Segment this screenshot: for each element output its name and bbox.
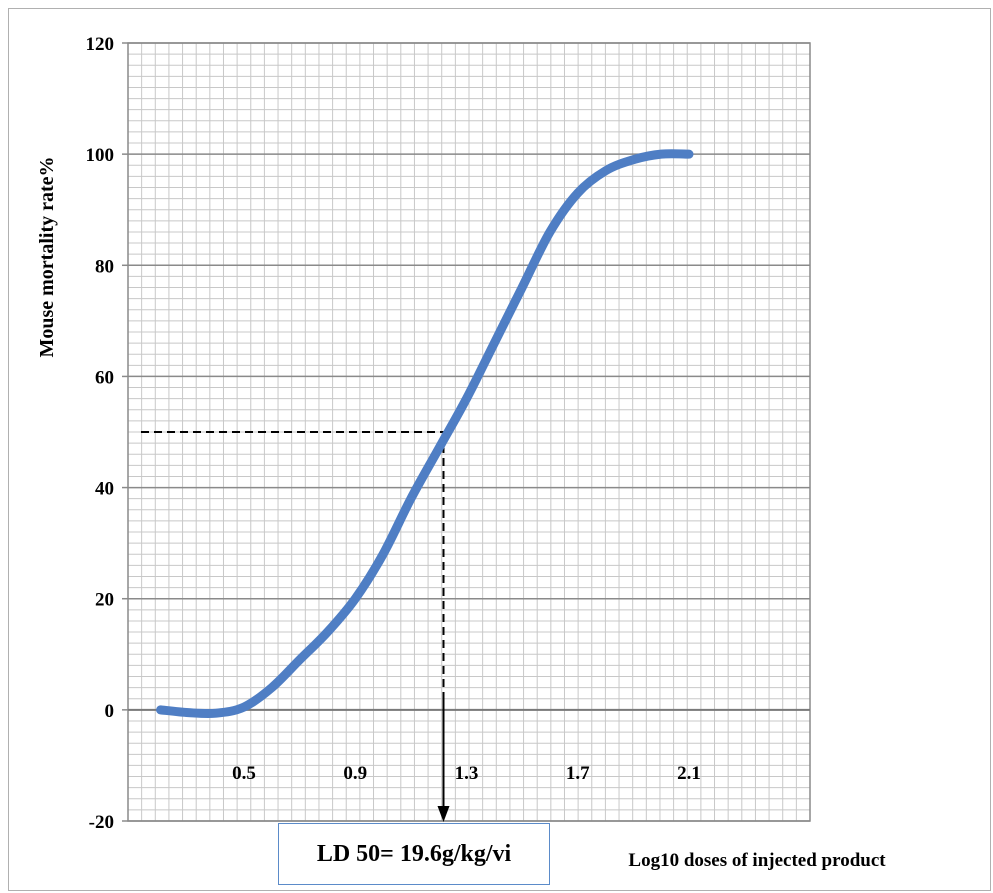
y-tick-label: 40 (95, 479, 114, 500)
x-tick-label: 1.7 (566, 763, 590, 784)
series-line (156, 149, 694, 719)
minor-grid (127, 42, 811, 822)
x-tick-label: 1.3 (455, 763, 479, 784)
plot-area-border (127, 42, 811, 822)
ld50-annotation-box: LD 50= 19.6g/kg/vi (278, 823, 550, 885)
y-tick-label: 100 (86, 145, 115, 166)
chart-frame (8, 8, 991, 891)
y-tick-label: -20 (89, 812, 114, 833)
x-axis-label: Log10 doses of injected product (628, 850, 886, 871)
y-tick-label: 80 (95, 256, 114, 277)
y-tick-label: 0 (105, 701, 115, 722)
ld50-annotation-text: LD 50= 19.6g/kg/vi (316, 840, 512, 867)
y-tick-label: 20 (95, 590, 114, 611)
x-tick-label: 0.9 (343, 763, 367, 784)
series-layer (156, 149, 694, 719)
y-tick-label: 120 (86, 34, 115, 55)
y-tick-label: 60 (95, 367, 114, 388)
x-tick-label: 0.5 (232, 763, 256, 784)
y-axis-label: Mouse mortality rate% (36, 156, 58, 357)
ld50-guides (141, 431, 450, 822)
x-tick-label: 2.1 (677, 763, 701, 784)
x-tick-labels: 0.5 0.9 1.3 1.7 2.1 (232, 763, 701, 784)
ld50-arrow-head (437, 806, 450, 822)
y-tick-labels: -20 0 20 40 60 80 100 120 (86, 34, 115, 833)
